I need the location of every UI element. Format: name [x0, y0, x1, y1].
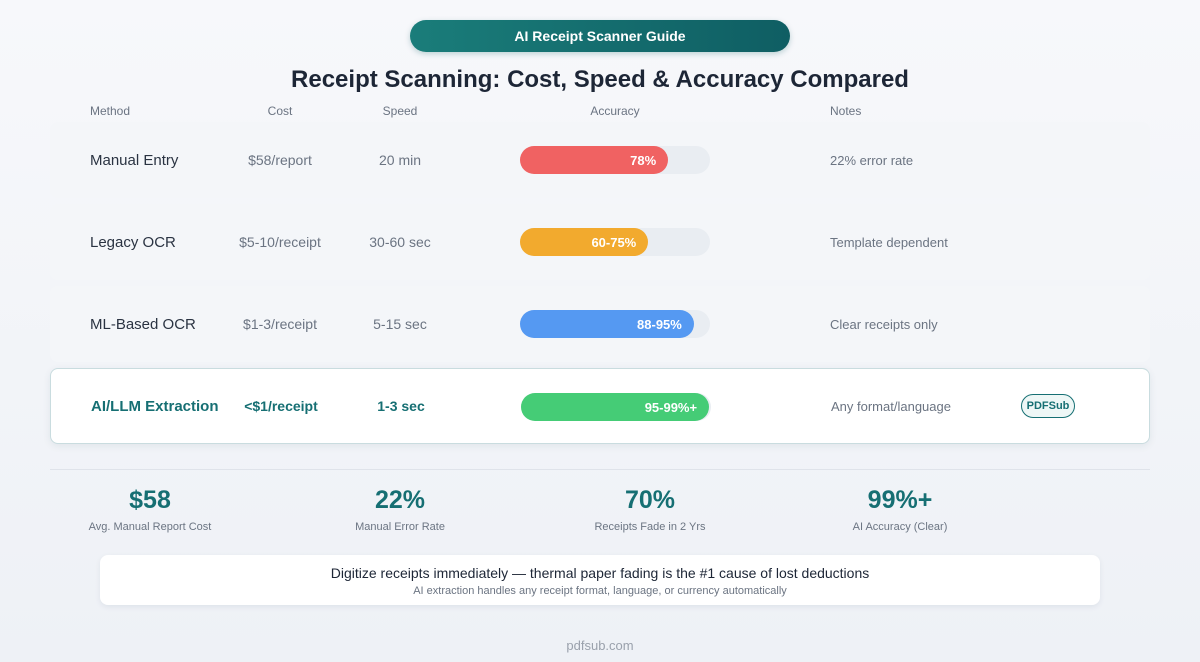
speed-value: 20 min [378, 152, 422, 168]
accuracy-bar-track: 88-95% [520, 310, 710, 338]
table-row: Legacy OCR $5-10/receipt 30-60 sec 60-75% Te… [50, 204, 1150, 280]
stat-ai-accuracy: 99%+ AI Accuracy (Clear) [780, 486, 1020, 533]
stat-value: 99%+ [867, 486, 933, 514]
accuracy-bar: 95-99%+ [521, 393, 710, 421]
cost-value: $1-3/receipt [243, 316, 317, 332]
footer-site[interactable]: pdfsub.com [566, 638, 634, 653]
notes-text: 22% error rate [830, 152, 914, 168]
speed-value: 1-3 sec [377, 398, 425, 414]
column-header-speed: Speed [382, 104, 418, 118]
table-row: AI/LLM Extraction <$1/receipt 1-3 sec 95-99… [50, 368, 1150, 444]
method-label: ML-Based OCR [90, 315, 196, 333]
accuracy-bar-track: 78% [520, 146, 710, 174]
stat-label: AI Accuracy (Clear) [852, 521, 948, 533]
stat-manual-cost: $58 Avg. Manual Report Cost [30, 486, 270, 533]
notes-text: Template dependent [830, 234, 948, 250]
table-row: Manual Entry $58/report 20 min 78% 22% error… [50, 122, 1150, 198]
tip-sub-text: AI extraction handles any receipt format… [413, 585, 787, 597]
tip-main-text: Digitize receipts immediately — thermal … [330, 565, 870, 581]
stat-label: Manual Error Rate [355, 521, 445, 533]
column-header-notes: Notes [830, 104, 862, 118]
method-label: Manual Entry [90, 151, 179, 169]
table-row: ML-Based OCR $1-3/receipt 5-15 sec 88-95% Cl… [50, 286, 1150, 362]
pdfsub-badge: PDFSub [1021, 394, 1075, 418]
notes-text: Any format/language [831, 398, 951, 414]
accuracy-bar-track: 95-99%+ [521, 393, 711, 421]
accuracy-bar: 60-75% [520, 228, 649, 256]
page-title: Receipt Scanning: Cost, Speed & Accuracy… [291, 66, 909, 93]
accuracy-bar-track: 60-75% [520, 228, 710, 256]
stat-label: Receipts Fade in 2 Yrs [594, 521, 706, 533]
stat-value: 22% [374, 486, 426, 514]
speed-value: 5-15 sec [373, 316, 427, 332]
stat-value: $58 [129, 486, 171, 514]
stat-error-rate: 22% Manual Error Rate [280, 486, 520, 533]
speed-value: 30-60 sec [369, 234, 431, 250]
cost-value: $5-10/receipt [239, 234, 321, 250]
guide-banner: AI Receipt Scanner Guide [410, 20, 790, 52]
method-label: Legacy OCR [90, 233, 176, 251]
column-header-method: Method [90, 104, 131, 118]
accuracy-bar: 78% [520, 146, 669, 174]
column-header-cost: Cost [267, 104, 293, 118]
notes-text: Clear receipts only [830, 316, 938, 332]
method-label: AI/LLM Extraction [91, 397, 219, 415]
stat-value: 70% [624, 486, 676, 514]
stat-label: Avg. Manual Report Cost [88, 521, 212, 533]
cost-value: <$1/receipt [244, 398, 318, 414]
accuracy-bar: 88-95% [520, 310, 694, 338]
stat-receipts-fade: 70% Receipts Fade in 2 Yrs [530, 486, 770, 533]
tip-box: Digitize receipts immediately — thermal … [100, 555, 1100, 605]
cost-value: $58/report [248, 152, 312, 168]
section-divider [50, 469, 1150, 470]
column-header-accuracy: Accuracy [590, 104, 640, 118]
